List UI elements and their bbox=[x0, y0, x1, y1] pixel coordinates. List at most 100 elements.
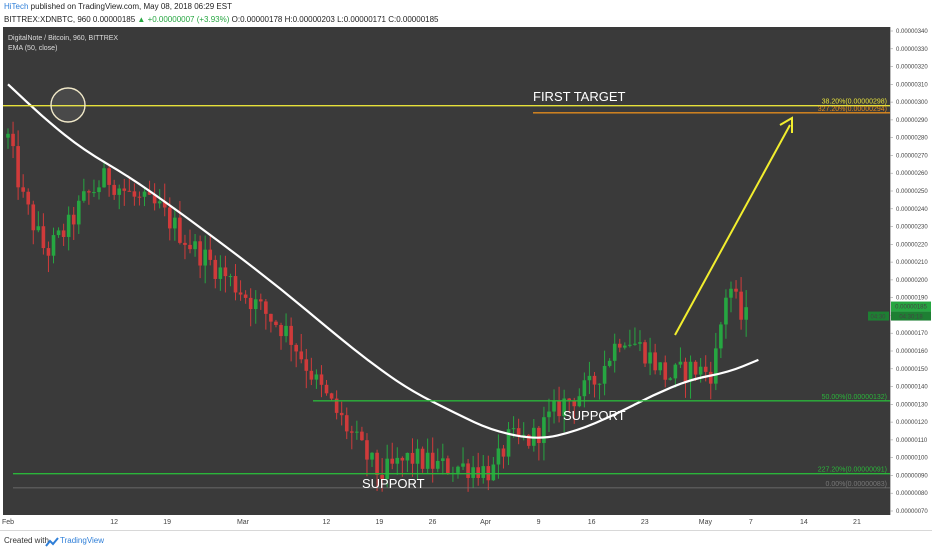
candle-body bbox=[349, 431, 354, 433]
highlight-circle bbox=[50, 87, 86, 123]
candle-body bbox=[683, 361, 688, 382]
candle-body bbox=[435, 460, 440, 469]
footer-created-text: Created with bbox=[4, 536, 49, 545]
candle-body bbox=[562, 398, 566, 417]
candle-body bbox=[405, 452, 410, 461]
price-tick-label: 0.00000270 bbox=[896, 153, 928, 159]
candle-body bbox=[284, 325, 288, 337]
price-tick-label: 0.00000310 bbox=[896, 82, 928, 88]
candle-body bbox=[344, 415, 349, 432]
candle-body bbox=[36, 226, 41, 231]
candle-body bbox=[279, 324, 283, 337]
price-tick-label: 0.00000290 bbox=[896, 118, 928, 124]
candle-body bbox=[729, 288, 733, 298]
candle-body bbox=[516, 428, 521, 436]
candle-body bbox=[476, 467, 480, 478]
author-link[interactable]: HiTech bbox=[4, 2, 29, 11]
time-tick-label: Apr bbox=[480, 519, 492, 526]
ohlc-values: O:0.00000178 H:0.00000203 L:0.00000171 C… bbox=[231, 15, 439, 24]
candle-body bbox=[628, 344, 632, 346]
candle-body bbox=[461, 463, 465, 467]
candle-body bbox=[92, 192, 96, 194]
price-tick-label: 0.00000280 bbox=[896, 136, 928, 142]
candle-body bbox=[193, 241, 197, 250]
candle-body bbox=[82, 191, 86, 201]
fib-level-label: 327.20%(0.00000294) bbox=[818, 106, 887, 113]
candle-body bbox=[633, 343, 637, 345]
candle-body bbox=[521, 434, 526, 436]
candle-body bbox=[678, 361, 683, 365]
chart-area[interactable] bbox=[3, 27, 890, 515]
price-tick-label: 0.00000170 bbox=[896, 331, 928, 337]
candle-body bbox=[253, 299, 258, 310]
candle-body bbox=[173, 217, 177, 229]
candle-body bbox=[294, 344, 298, 352]
candle-body bbox=[708, 371, 713, 384]
candle-body bbox=[501, 448, 506, 457]
candle-body bbox=[481, 466, 486, 478]
candle-body bbox=[365, 440, 369, 460]
candle-body bbox=[441, 458, 445, 461]
candle-body bbox=[698, 366, 703, 375]
legend-indicator[interactable]: EMA (50, close) bbox=[8, 45, 58, 52]
candle-body bbox=[16, 146, 20, 188]
candle-body bbox=[390, 458, 395, 464]
candle-body bbox=[162, 201, 167, 208]
chart-header: HiTech published on TradingView.com, May… bbox=[0, 0, 932, 27]
price-tick-label: 0.00000340 bbox=[896, 29, 928, 35]
candle-body bbox=[496, 448, 501, 465]
candle-body bbox=[269, 313, 273, 322]
candle-body bbox=[147, 191, 152, 195]
candle-body bbox=[567, 398, 572, 401]
price-tick-label: 0.00000130 bbox=[896, 402, 928, 408]
candle-body bbox=[380, 475, 384, 479]
candle-body bbox=[112, 184, 116, 195]
legend-title: DigitalNote / Bitcoin, 960, BITTREX bbox=[8, 35, 119, 42]
candle-body bbox=[375, 452, 379, 476]
time-tick-label: 23 bbox=[641, 519, 649, 526]
time-axis[interactable] bbox=[3, 515, 890, 527]
price-tick-label: 0.00000110 bbox=[896, 438, 928, 444]
candle-body bbox=[208, 249, 213, 260]
candle-body bbox=[547, 411, 551, 418]
price-tick-label: 0.00000260 bbox=[896, 171, 928, 177]
candle-body bbox=[638, 342, 642, 344]
candle-body bbox=[537, 427, 541, 444]
candle-body bbox=[744, 307, 748, 320]
candle-body bbox=[360, 431, 364, 441]
fib-level-label: 227.20%(0.00000091) bbox=[818, 467, 887, 474]
last-price-badge bbox=[891, 301, 931, 312]
candle-body bbox=[395, 457, 400, 464]
candle-body bbox=[203, 249, 207, 266]
candle-body bbox=[71, 214, 76, 225]
candle-body bbox=[157, 201, 162, 204]
candle-body bbox=[51, 235, 56, 256]
price-tick-label: 0.00000240 bbox=[896, 207, 928, 213]
price-axis[interactable] bbox=[890, 27, 932, 515]
candle-body bbox=[238, 292, 243, 295]
support-label-upper: SUPPORT bbox=[563, 408, 626, 423]
candle-body bbox=[137, 196, 142, 198]
candle-body bbox=[258, 299, 263, 302]
publish-line: HiTech published on TradingView.com, May… bbox=[4, 2, 232, 11]
fib-level-label: 38.20%(0.00000298) bbox=[822, 99, 887, 106]
candle-body bbox=[385, 458, 389, 479]
candle-body bbox=[6, 133, 10, 138]
footer-brand[interactable]: TradingView bbox=[60, 536, 105, 545]
candle-body bbox=[26, 191, 31, 205]
candle-body bbox=[178, 217, 182, 243]
price-tick-label: 0.00000080 bbox=[896, 491, 928, 497]
time-tick-label: 14 bbox=[800, 519, 808, 526]
candle-body bbox=[714, 348, 718, 384]
candle-body bbox=[668, 378, 673, 380]
price-tick-label: 0.00000190 bbox=[896, 296, 928, 302]
support-label-lower: SUPPORT bbox=[362, 476, 425, 491]
candle-body bbox=[339, 412, 344, 416]
candle-body bbox=[648, 352, 652, 364]
price-tick-label: 0.00000210 bbox=[896, 260, 928, 266]
candle-body bbox=[658, 362, 663, 371]
candle-body bbox=[572, 400, 577, 407]
candle-body bbox=[597, 383, 602, 385]
candle-body bbox=[87, 191, 91, 193]
candle-body bbox=[264, 301, 268, 314]
